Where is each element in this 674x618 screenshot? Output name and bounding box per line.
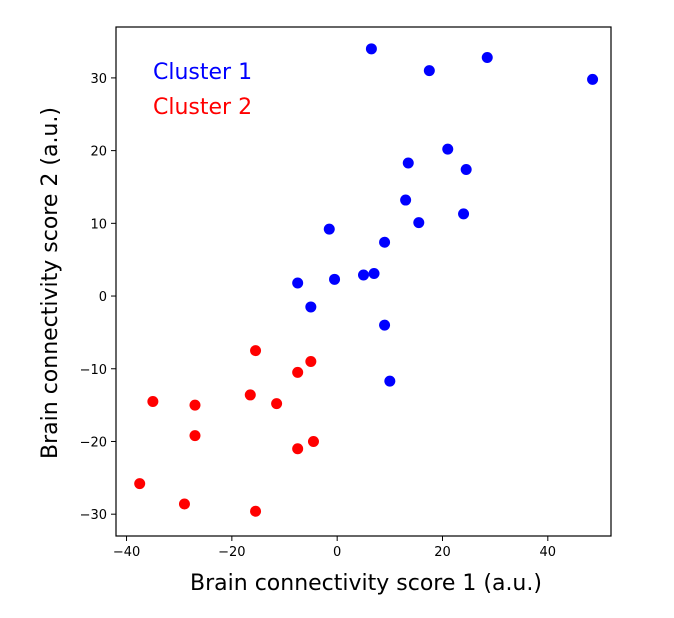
cluster-2-point (250, 505, 262, 517)
cluster-1-point (384, 375, 396, 387)
cluster-2-point (134, 478, 146, 490)
cluster-1-point (442, 143, 454, 155)
y-tick-label: −10 (80, 363, 107, 378)
cluster-2-point (305, 355, 317, 367)
y-tick-label: 10 (90, 217, 107, 232)
x-axis-label: Brain connectivity score 1 (a.u.) (190, 571, 542, 596)
cluster-1-point (379, 236, 391, 248)
y-axis-label: Brain connectivity score 2 (a.u.) (38, 107, 63, 459)
cluster-1-point (368, 268, 380, 280)
x-tick-label: 40 (540, 545, 557, 560)
x-tick-label: −40 (113, 545, 140, 560)
cluster-1-point (379, 319, 391, 331)
cluster-2-point (178, 498, 190, 510)
cluster-1-point (402, 157, 414, 169)
cluster-1-point (423, 65, 435, 77)
y-tick-label: −20 (80, 435, 107, 450)
cluster-2-point (147, 395, 159, 407)
cluster-1-point (358, 269, 369, 281)
y-tick-label: 30 (90, 72, 107, 87)
plot-frame (115, 26, 612, 537)
cluster-2-point (244, 389, 256, 401)
y-tick-label: −30 (80, 508, 107, 523)
x-tick-label: −20 (218, 545, 245, 560)
ticks-layer: −40 −20 0 20 40 −30 −20 −10 0 10 20 30 (80, 72, 557, 560)
cluster-2-point (189, 399, 201, 411)
cluster-2-point (292, 443, 304, 455)
cluster-1-point (305, 301, 317, 313)
cluster-1-point (329, 273, 341, 285)
cluster-2-point (307, 435, 319, 447)
cluster-1-point (587, 73, 599, 85)
legend-entry-cluster-1: Cluster 1 (153, 60, 252, 85)
points-layer (134, 43, 599, 517)
legend-entry-cluster-2: Cluster 2 (153, 95, 252, 120)
cluster-1-point (292, 277, 304, 289)
cluster-1-point (460, 164, 472, 176)
x-tick-label: 20 (434, 545, 451, 560)
y-tick-label: 20 (90, 145, 107, 160)
cluster-2-point (250, 345, 262, 357)
cluster-1-point (458, 208, 470, 220)
cluster-2-point (271, 398, 283, 410)
cluster-1-point (481, 52, 493, 64)
cluster-2-point (292, 366, 304, 378)
cluster-1-point (413, 217, 425, 229)
cluster-2-point (189, 430, 201, 442)
cluster-1-point (365, 43, 377, 55)
cluster-1-point (400, 194, 412, 206)
cluster-1-point (323, 223, 335, 235)
y-tick-label: 0 (99, 290, 107, 305)
x-tick-label: 0 (333, 545, 341, 560)
